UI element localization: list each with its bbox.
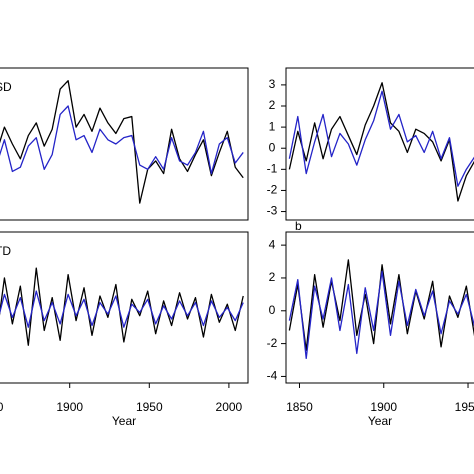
- y-tick-label: 2: [269, 270, 276, 284]
- y-tick-label: 4: [269, 237, 276, 251]
- series-line: [0, 290, 244, 328]
- plot-frame: [0, 231, 249, 384]
- y-tick-label: 0: [269, 140, 276, 154]
- y-tick-label: -2: [267, 336, 278, 350]
- x-tick-label: 1850: [0, 400, 4, 414]
- y-tick-label: 1: [269, 119, 276, 133]
- y-tick-label: -2: [267, 183, 278, 197]
- plot-frame: [285, 231, 474, 384]
- series-line: [288, 90, 474, 187]
- x-tick-label: 1900: [370, 400, 397, 414]
- panel-label: b: [295, 219, 302, 233]
- series-line: [288, 270, 474, 360]
- y-tick-label: 3: [269, 77, 276, 91]
- plot-frame: [0, 67, 249, 221]
- x-tick-label: 1850: [286, 400, 313, 414]
- x-tick-label: 1900: [56, 400, 83, 414]
- x-tick-label: 1950: [455, 400, 474, 414]
- series-line: [0, 80, 244, 204]
- plot-frame: [285, 67, 474, 221]
- x-tick-label: 1950: [136, 400, 163, 414]
- y-tick-label: 2: [269, 98, 276, 112]
- x-axis-label: Year: [112, 414, 136, 428]
- series-line: [288, 82, 474, 202]
- panel-label: SD: [0, 80, 12, 94]
- y-tick-label: 0: [269, 303, 276, 317]
- x-axis-label: Year: [368, 414, 392, 428]
- series-line: [0, 267, 244, 346]
- y-tick-label: -1: [267, 162, 278, 176]
- series-line: [0, 105, 244, 175]
- y-tick-label: -3: [267, 204, 278, 218]
- y-tick-label: -4: [267, 369, 278, 383]
- x-tick-label: 2000: [216, 400, 243, 414]
- panel-label: TD: [0, 244, 11, 258]
